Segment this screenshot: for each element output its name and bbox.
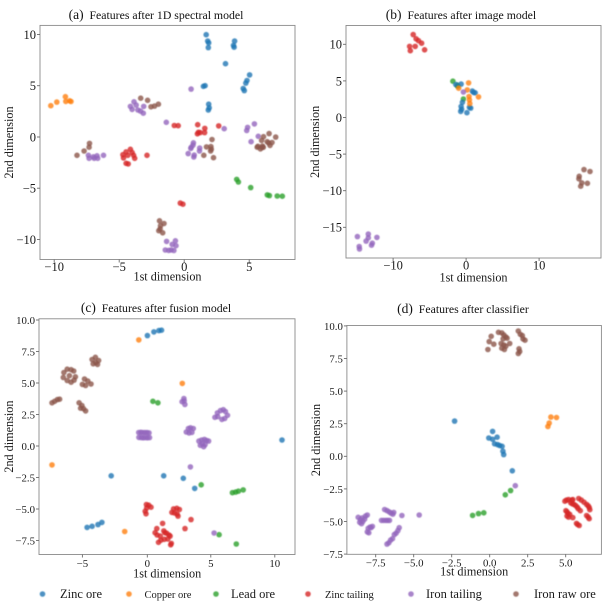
svg-text:−7.5: −7.5 — [323, 549, 343, 561]
svg-text:1st dimension: 1st dimension — [133, 270, 201, 284]
svg-text:2.5: 2.5 — [329, 419, 343, 431]
svg-text:−5: −5 — [329, 148, 342, 162]
svg-text:5: 5 — [30, 79, 36, 93]
svg-text:7.5: 7.5 — [329, 353, 343, 365]
svg-text:−5: −5 — [23, 182, 36, 196]
svg-text:5: 5 — [208, 558, 213, 570]
svg-text:−10: −10 — [44, 260, 64, 274]
svg-text:(c) Features after fusion mode: (c) Features after fusion model — [81, 300, 232, 315]
svg-text:0: 0 — [463, 259, 469, 273]
svg-text:2.5: 2.5 — [22, 409, 36, 421]
svg-text:10: 10 — [533, 259, 546, 273]
svg-text:−2.5: −2.5 — [442, 557, 462, 569]
svg-text:1st dimension: 1st dimension — [440, 565, 508, 579]
svg-text:5: 5 — [246, 260, 252, 274]
svg-text:1st dimension: 1st dimension — [439, 271, 507, 285]
svg-text:−5.0: −5.0 — [15, 504, 35, 516]
svg-text:(b) Features after image model: (b) Features after image model — [386, 7, 537, 22]
svg-text:10.0: 10.0 — [324, 321, 343, 333]
svg-text:10: 10 — [269, 558, 280, 570]
svg-text:5.0: 5.0 — [329, 386, 343, 398]
svg-text:−10: −10 — [322, 184, 342, 198]
svg-text:2nd dimension: 2nd dimension — [309, 404, 323, 476]
svg-text:Zinc ore: Zinc ore — [60, 587, 102, 601]
svg-text:0: 0 — [145, 558, 150, 570]
svg-text:2nd dimension: 2nd dimension — [2, 106, 16, 178]
svg-text:10: 10 — [24, 28, 37, 42]
svg-text:Iron tailing: Iron tailing — [426, 587, 483, 601]
svg-text:−5: −5 — [113, 260, 126, 274]
svg-text:1st dimension: 1st dimension — [133, 567, 201, 581]
svg-text:0.0: 0.0 — [22, 441, 36, 453]
svg-text:Zinc tailing: Zinc tailing — [325, 590, 374, 601]
svg-text:Lead ore: Lead ore — [231, 587, 276, 601]
svg-text:0: 0 — [336, 111, 342, 125]
svg-text:−5: −5 — [77, 558, 89, 570]
svg-text:−5.0: −5.0 — [404, 557, 424, 569]
svg-text:0: 0 — [30, 130, 36, 144]
svg-text:10.0: 10.0 — [16, 315, 35, 327]
svg-text:−5.0: −5.0 — [323, 516, 343, 528]
svg-text:7.5: 7.5 — [22, 346, 36, 358]
svg-text:(d) Features after classifier: (d) Features after classifier — [397, 301, 529, 316]
svg-text:−2.5: −2.5 — [15, 472, 35, 484]
svg-text:5: 5 — [336, 74, 342, 88]
svg-text:2nd dimension: 2nd dimension — [2, 401, 16, 473]
svg-text:10: 10 — [330, 38, 343, 52]
svg-text:−2.5: −2.5 — [323, 484, 343, 496]
svg-text:−7.5: −7.5 — [15, 535, 35, 547]
svg-text:−10: −10 — [383, 259, 403, 273]
svg-text:(a) Features after 1D spectral: (a) Features after 1D spectral model — [69, 7, 245, 22]
svg-text:0.0: 0.0 — [483, 557, 497, 569]
svg-text:−7.5: −7.5 — [366, 557, 386, 569]
svg-text:Iron raw ore: Iron raw ore — [534, 587, 596, 601]
svg-text:−15: −15 — [322, 221, 342, 235]
svg-text:2nd dimension: 2nd dimension — [308, 106, 322, 178]
svg-text:0.0: 0.0 — [329, 451, 343, 463]
svg-text:Copper ore: Copper ore — [145, 590, 192, 601]
svg-text:0: 0 — [181, 260, 187, 274]
svg-text:2.5: 2.5 — [521, 557, 535, 569]
svg-text:5.0: 5.0 — [22, 378, 36, 390]
svg-text:5.0: 5.0 — [559, 557, 573, 569]
svg-text:−10: −10 — [16, 233, 36, 247]
